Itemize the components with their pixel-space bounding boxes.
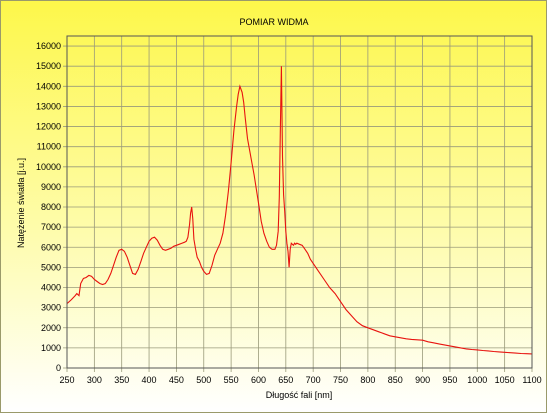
y-tick-label: 6000 <box>41 242 61 252</box>
x-tick-label: 800 <box>360 375 375 385</box>
x-tick-label: 350 <box>114 375 129 385</box>
y-tick-label: 11000 <box>37 142 61 152</box>
x-tick-label: 550 <box>224 375 239 385</box>
x-tick-label: 750 <box>333 375 348 385</box>
x-tick-label: 850 <box>388 375 403 385</box>
x-tick-label: 600 <box>251 375 266 385</box>
x-tick-label: 1100 <box>522 375 541 385</box>
x-axis-title: Długość fali [nm] <box>266 390 333 400</box>
y-tick-label: 7000 <box>41 222 61 232</box>
y-tick-label: 15000 <box>36 61 61 71</box>
x-tick-label: 650 <box>278 375 293 385</box>
y-tick-label: 12000 <box>36 122 61 132</box>
x-tick-label: 250 <box>59 375 74 385</box>
y-tick-label: 1000 <box>41 343 61 353</box>
spectrum-series-line <box>66 66 533 355</box>
y-tick-label: 2000 <box>41 323 61 333</box>
y-axis-ticks: 0 1000 2000 3000 4000 5000 6000 7000 8000 9000 100… <box>36 41 61 373</box>
plot-area <box>67 36 532 368</box>
y-tick-label: 9000 <box>41 182 61 192</box>
x-axis-ticks: 250 300 350 400 450 500 550 600 650 700 750 800 850 9… <box>59 375 541 385</box>
x-tick-label: 400 <box>142 375 157 385</box>
y-tick-label: 3000 <box>41 303 61 313</box>
x-tick-label: 700 <box>306 375 321 385</box>
grid-lines <box>63 36 533 372</box>
x-tick-label: 900 <box>415 375 430 385</box>
y-tick-label: 5000 <box>41 262 61 272</box>
x-tick-label: 500 <box>196 375 211 385</box>
y-tick-label: 8000 <box>41 202 61 212</box>
x-tick-label: 300 <box>87 375 102 385</box>
x-tick-label: 1050 <box>495 375 515 385</box>
x-tick-label: 950 <box>442 375 457 385</box>
x-tick-label: 450 <box>169 375 184 385</box>
y-tick-label: 13000 <box>36 101 61 111</box>
y-axis-title: Natężenie światła [j.u.] <box>16 158 26 248</box>
y-tick-label: 0 <box>56 363 61 373</box>
y-tick-label: 10000 <box>36 162 61 172</box>
y-tick-label: 16000 <box>36 41 61 51</box>
y-tick-label: 14000 <box>36 81 61 91</box>
y-tick-label: 4000 <box>41 283 61 293</box>
chart-title: POMIAR WIDMA <box>240 17 309 27</box>
plot-border <box>66 35 533 369</box>
x-tick-label: 1000 <box>467 375 487 385</box>
